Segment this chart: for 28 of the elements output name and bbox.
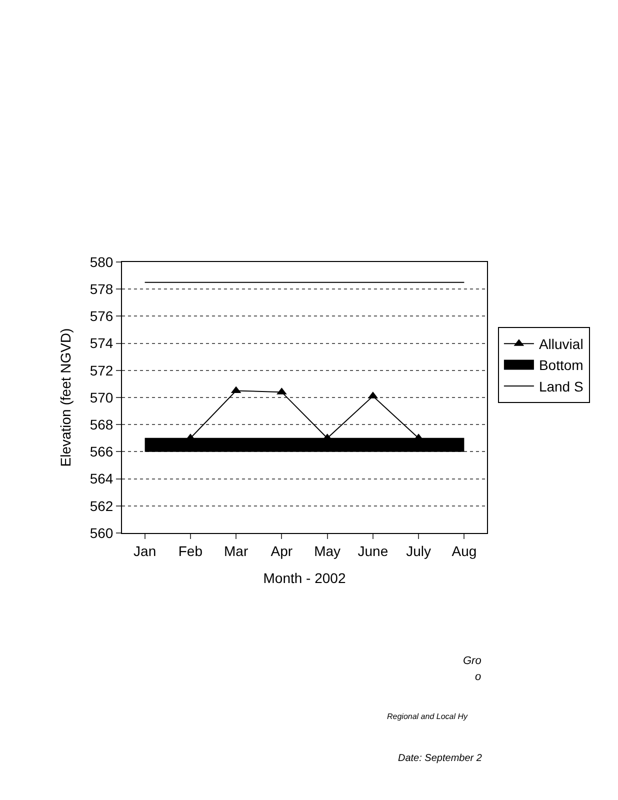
text: Date: September 2 <box>398 753 482 764</box>
y-tick-label: 562 <box>90 498 114 514</box>
x-tick-label: June <box>358 542 388 559</box>
text: Regional and Local Hy <box>387 712 468 721</box>
y-tick-label: 572 <box>90 362 114 378</box>
x-tick-label: Jan <box>134 542 156 559</box>
y-tick-label: 566 <box>90 444 114 460</box>
y-tick-label: 580 <box>90 254 114 270</box>
y-axis-title: Elevation (feet NGVD) <box>57 328 74 467</box>
legend-label: Alluvial <box>538 336 584 352</box>
y-tick-label: 576 <box>90 308 114 324</box>
x-tick-label: Aug <box>452 542 477 559</box>
text: o <box>475 671 482 683</box>
y-tick-label: 568 <box>90 416 114 432</box>
y-tick-label: 578 <box>90 281 114 297</box>
x-tick-label: Apr <box>270 542 293 559</box>
y-tick-label: 564 <box>90 470 114 487</box>
x-tick-label: July <box>406 542 432 559</box>
x-tick-label: May <box>314 542 341 559</box>
legend-label: Land S <box>538 378 584 394</box>
y-tick-label: 560 <box>90 524 114 541</box>
y-tick-label: 574 <box>90 335 114 352</box>
y-tick-label: 570 <box>90 389 114 406</box>
text: Gro <box>463 655 482 667</box>
x-axis-title: Month - 2002 <box>263 570 346 586</box>
x-tick-label: Feb <box>178 542 203 559</box>
legend-label: Bottom <box>538 357 584 374</box>
x-tick-label: Mar <box>224 542 248 559</box>
